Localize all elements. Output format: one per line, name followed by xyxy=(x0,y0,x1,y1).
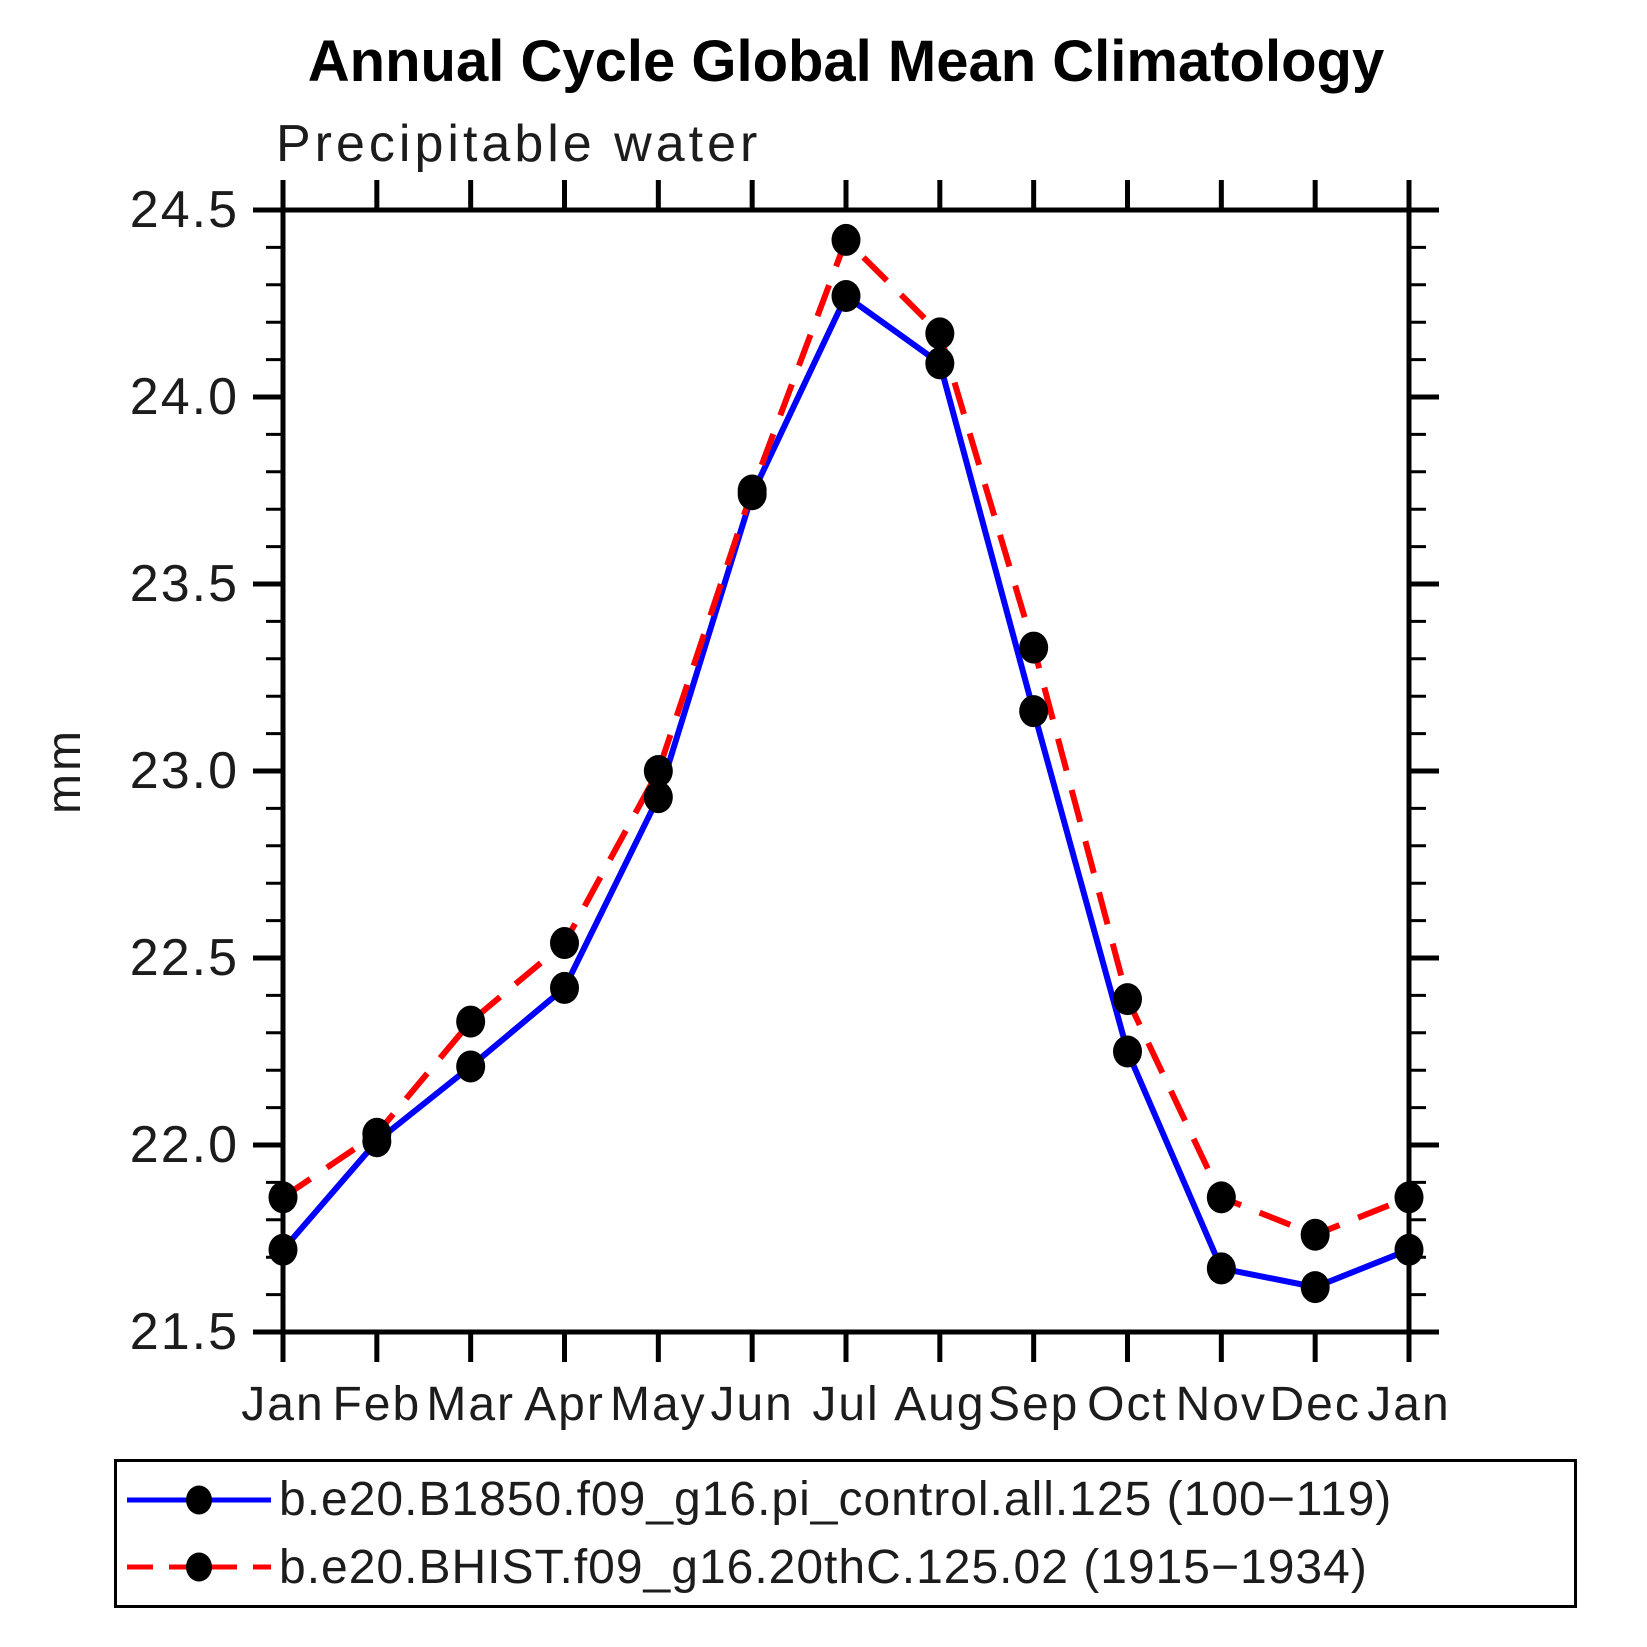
legend-row-1: b.e20.BHIST.f09_g16.20thC.125.02 (1915−1… xyxy=(123,1540,1574,1595)
data-point-marker xyxy=(1113,1035,1142,1068)
y-tick-label: 23.0 xyxy=(130,742,239,800)
data-point-marker xyxy=(925,317,955,350)
y-tick-label: 23.5 xyxy=(130,555,239,613)
data-point-marker xyxy=(456,1050,486,1083)
data-point-marker xyxy=(925,347,955,380)
x-tick-label: Oct xyxy=(1087,1378,1168,1431)
series-line-1 xyxy=(281,234,1411,1238)
x-tick-label: Nov xyxy=(1176,1378,1267,1431)
data-point-marker xyxy=(1113,983,1142,1016)
legend-line-sample-dashed xyxy=(127,1552,271,1582)
y-tick-label: 21.5 xyxy=(130,1303,239,1361)
data-point-marker xyxy=(1394,1233,1424,1266)
legend-line-sample-solid xyxy=(127,1485,271,1515)
data-point-marker xyxy=(550,971,579,1004)
x-tick-label: Sep xyxy=(988,1378,1079,1431)
x-tick-label: Jan xyxy=(1367,1378,1450,1431)
data-point-marker xyxy=(268,1181,298,1214)
data-point-marker xyxy=(1206,1181,1236,1214)
chart-subtitle: Precipitable water xyxy=(276,115,762,173)
data-point-marker xyxy=(1300,1271,1330,1304)
x-tick-label: Mar xyxy=(426,1378,515,1431)
legend-label-1: b.e20.BHIST.f09_g16.20thC.125.02 (1915−1… xyxy=(279,1540,1368,1594)
plot-frame xyxy=(280,207,1412,1335)
data-point-marker xyxy=(1394,1181,1424,1214)
chart-title: Annual Cycle Global Mean Climatology xyxy=(307,29,1385,94)
legend-row-0: b.e20.B1850.f09_g16.pi_control.all.125 (… xyxy=(123,1472,1574,1527)
data-point-marker xyxy=(643,755,673,787)
data-point-marker xyxy=(1019,695,1049,728)
data-point-marker xyxy=(831,280,861,313)
y-tick-label: 22.5 xyxy=(130,929,239,987)
data-point-marker xyxy=(268,1233,298,1266)
legend-marker xyxy=(186,1485,212,1515)
legend-marker xyxy=(186,1552,212,1582)
data-point-marker xyxy=(1019,631,1049,664)
y-tick-label: 24.5 xyxy=(130,181,239,239)
data-point-marker xyxy=(362,1117,392,1150)
y-axis-label: mm xyxy=(38,728,91,814)
x-tick-label: Apr xyxy=(524,1378,605,1431)
legend-label-0: b.e20.B1850.f09_g16.pi_control.all.125 (… xyxy=(279,1473,1393,1527)
series-line-0 xyxy=(280,291,1411,1291)
x-tick-label: Jan xyxy=(241,1378,324,1431)
x-tick-label: Feb xyxy=(332,1378,421,1431)
y-tick-label: 24.0 xyxy=(130,368,239,426)
x-tick-label: May xyxy=(610,1378,707,1431)
data-point-marker xyxy=(1206,1252,1236,1285)
data-point-marker xyxy=(831,223,861,256)
y-tick-label: 22.0 xyxy=(130,1116,239,1174)
data-point-marker xyxy=(643,781,673,814)
data-point-marker xyxy=(737,474,767,507)
x-tick-label: Jul xyxy=(812,1378,879,1431)
data-point-marker xyxy=(1300,1218,1330,1251)
x-tick-label: Aug xyxy=(894,1378,985,1431)
data-point-marker xyxy=(456,1005,486,1038)
data-point-marker xyxy=(550,927,579,960)
x-tick-label: Jun xyxy=(710,1378,793,1431)
x-tick-label: Dec xyxy=(1269,1378,1360,1431)
legend: b.e20.B1850.f09_g16.pi_control.all.125 (… xyxy=(114,1459,1577,1608)
